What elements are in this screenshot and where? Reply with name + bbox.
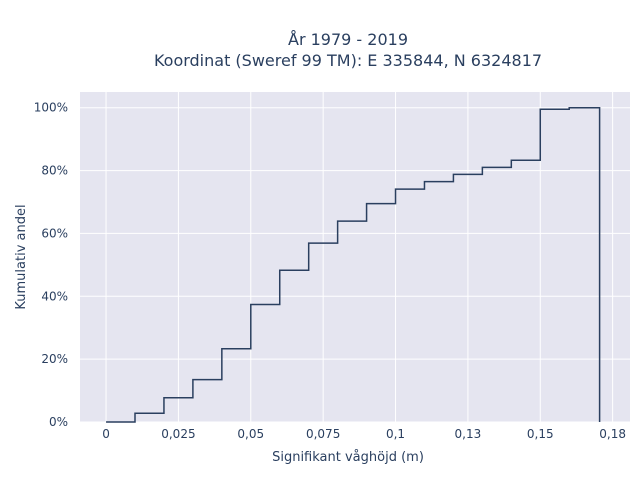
x-tick-label-2: 0,05 [237,427,264,441]
x-tick-label-5: 0,13 [455,427,482,441]
gridlines [80,92,630,423]
y-tick-labels: 0% 20% 40% 60% 80% 100% [34,101,68,429]
y-tick-label-0: 0% [49,415,68,429]
plot-area [80,92,630,422]
x-tick-label-0: 0 [102,427,110,441]
x-tick-labels: 0 0,025 0,05 0,075 0,1 0,13 0,15 0,18 [102,427,626,441]
chart-title-line2: Koordinat (Sweref 99 TM): E 335844, N 63… [154,51,542,70]
x-tick-label-1: 0,025 [161,427,195,441]
x-tick-label-7: 0,18 [599,427,626,441]
y-tick-label-5: 100% [34,101,68,115]
series-layer [106,106,601,423]
y-tick-label-4: 80% [41,164,68,178]
y-tick-label-2: 40% [41,289,68,303]
x-tick-label-4: 0,1 [386,427,405,441]
y-tick-label-1: 20% [41,352,68,366]
cumulative-step-line [106,106,601,423]
chart-title-line1: År 1979 - 2019 [288,30,408,49]
y-tick-label-3: 60% [41,226,68,240]
y-axis-title: Kumulativ andel [14,204,29,309]
x-tick-label-6: 0,15 [527,427,554,441]
x-axis-title: Signifikant våghöjd (m) [272,450,424,465]
x-tick-label-3: 0,075 [306,427,340,441]
